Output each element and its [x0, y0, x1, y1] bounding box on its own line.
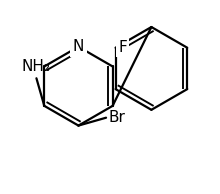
Text: NH₂: NH₂ [22, 59, 51, 74]
Text: F: F [119, 40, 127, 55]
Text: N: N [73, 39, 84, 54]
Text: Br: Br [108, 110, 125, 125]
